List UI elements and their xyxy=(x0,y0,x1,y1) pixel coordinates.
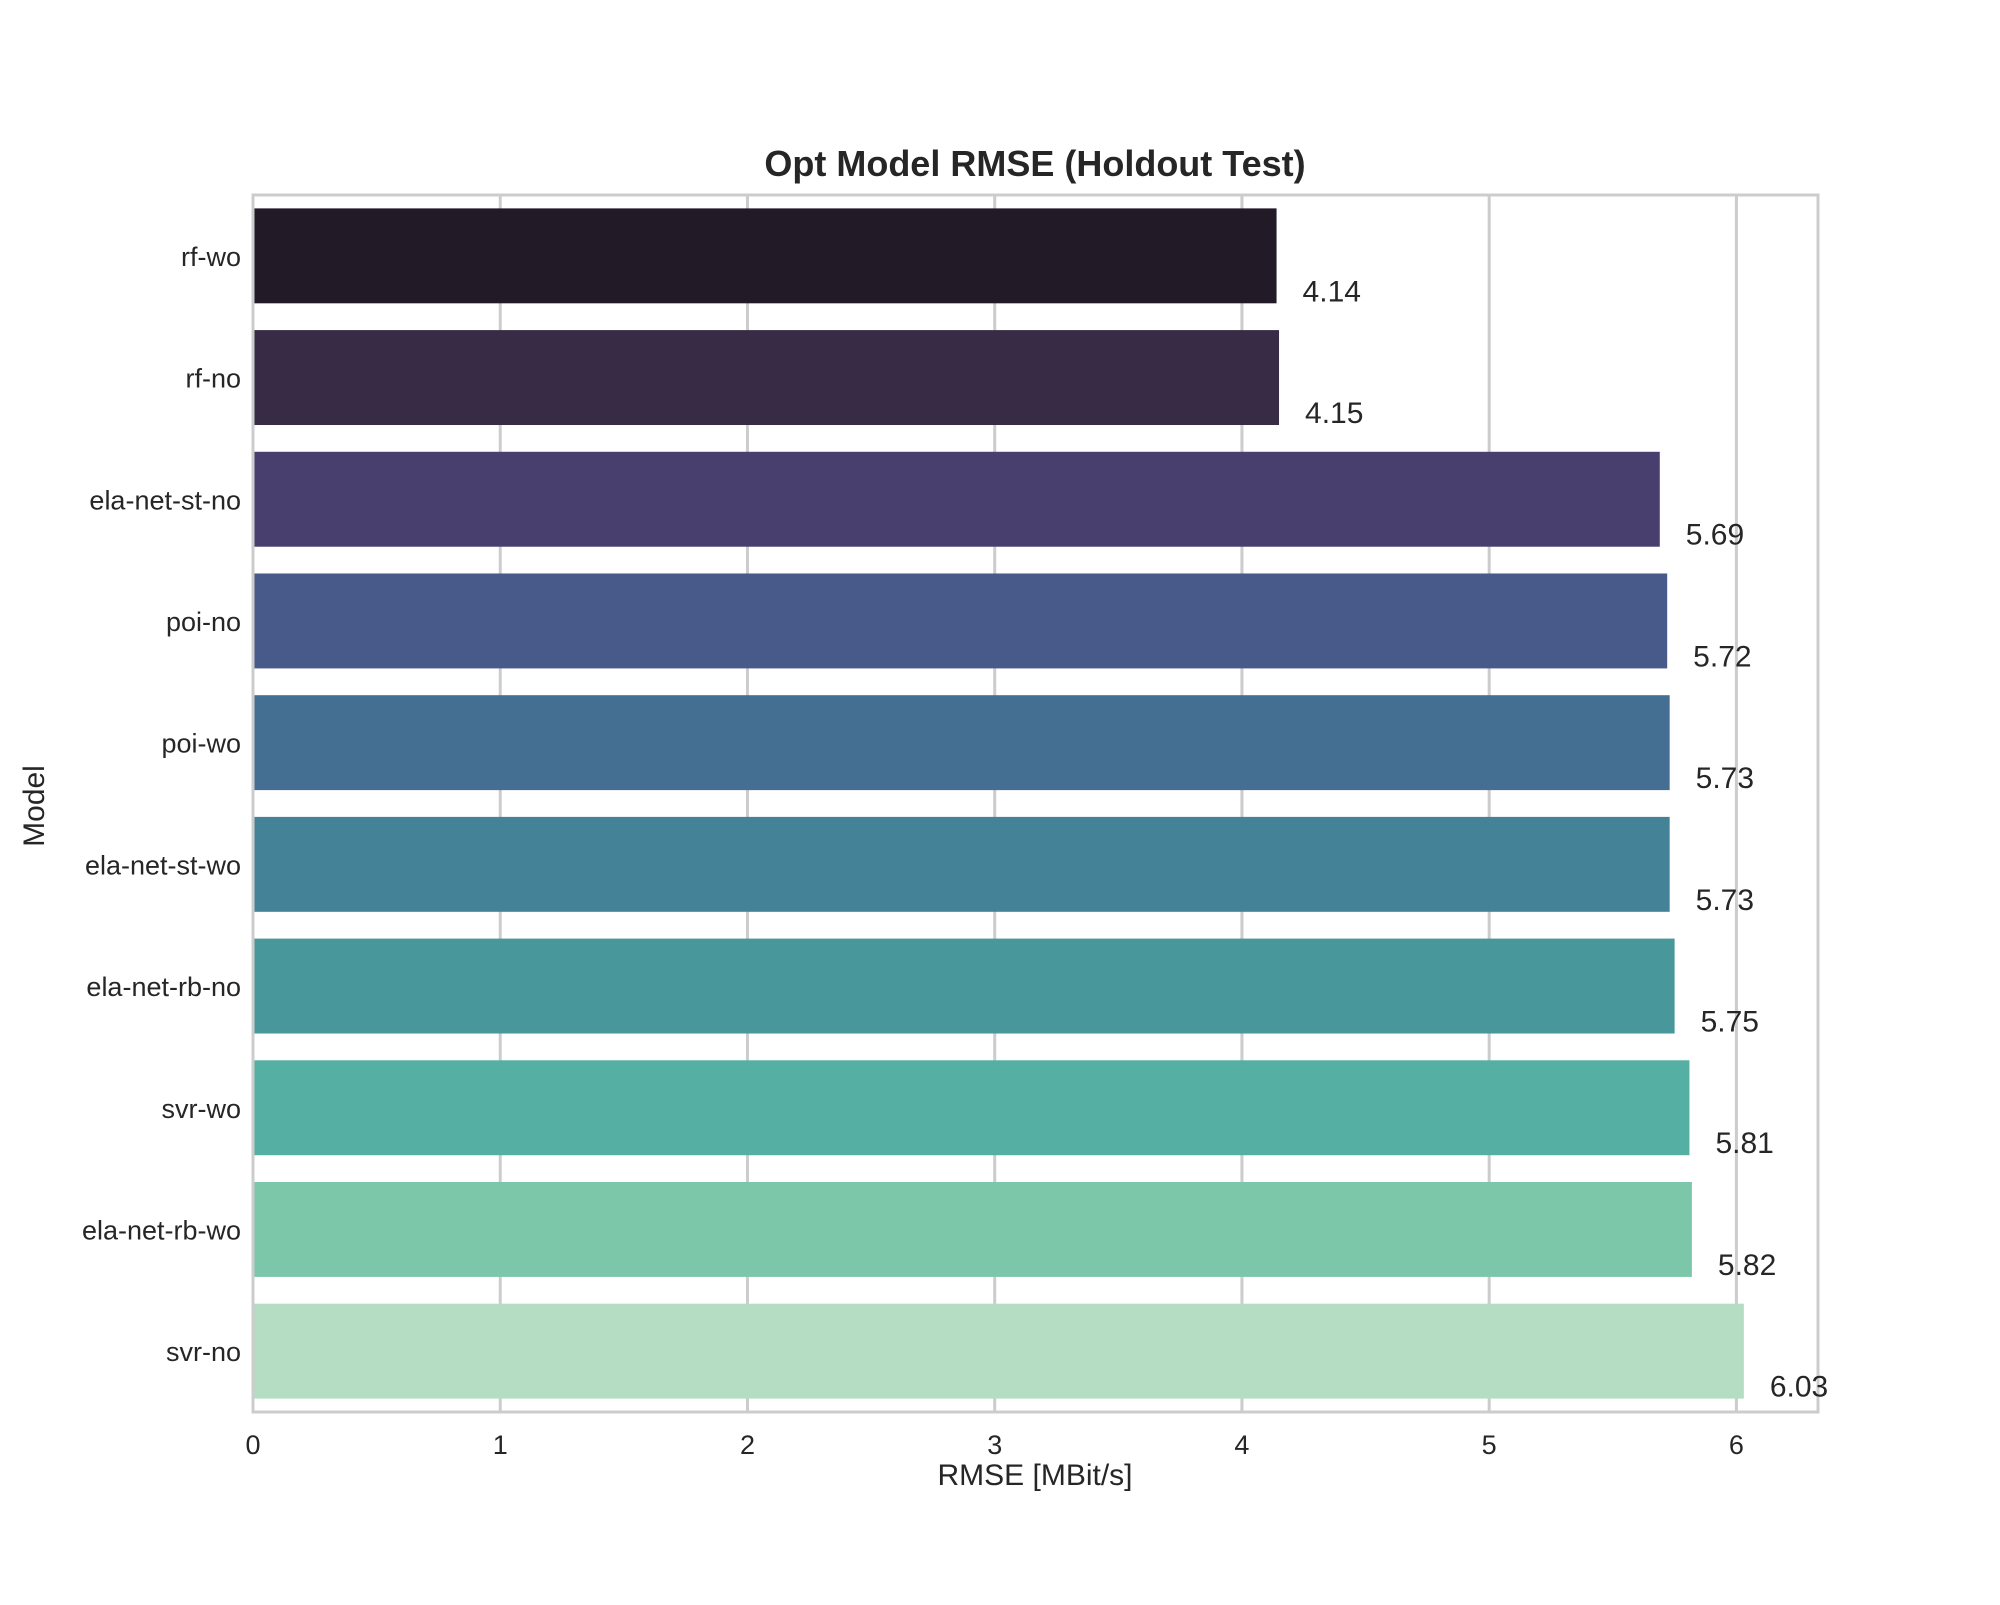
y-tick-label: poi-wo xyxy=(161,729,241,759)
bar xyxy=(253,451,1660,547)
data-label: 5.81 xyxy=(1715,1127,1773,1160)
data-label: 5.69 xyxy=(1686,519,1744,552)
x-tick-label: 3 xyxy=(987,1430,1002,1460)
data-label: 5.82 xyxy=(1718,1249,1776,1282)
x-tick-labels: 0 1 2 3 4 5 6 xyxy=(245,1430,1743,1460)
bar xyxy=(253,1060,1690,1156)
y-tick-labels: rf-wo rf-no ela-net-st-no poi-no poi-wo ela-n… xyxy=(82,242,241,1367)
y-tick-label: ela-net-st-no xyxy=(89,485,241,515)
data-label: 5.75 xyxy=(1701,1006,1759,1039)
y-tick-label: rf-wo xyxy=(181,242,241,272)
y-tick-label: svr-no xyxy=(166,1337,241,1367)
y-tick-label: ela-net-rb-no xyxy=(86,972,241,1002)
bar xyxy=(253,938,1675,1034)
x-tick-label: 2 xyxy=(740,1430,755,1460)
x-tick-label: 1 xyxy=(493,1430,508,1460)
y-tick-label: rf-no xyxy=(185,364,241,394)
bar xyxy=(253,816,1670,912)
bar xyxy=(253,208,1277,304)
y-tick-label: svr-wo xyxy=(162,1094,242,1124)
bar xyxy=(253,1303,1744,1399)
data-label: 4.14 xyxy=(1303,275,1361,308)
x-tick-label: 4 xyxy=(1234,1430,1249,1460)
data-label: 5.73 xyxy=(1696,762,1754,795)
bar xyxy=(253,330,1280,426)
bars xyxy=(253,208,1744,1399)
data-label: 5.72 xyxy=(1693,640,1751,673)
bar xyxy=(253,695,1670,791)
y-axis-label: Model xyxy=(18,765,51,847)
y-tick-label: ela-net-st-wo xyxy=(85,850,241,880)
chart-title: Opt Model RMSE (Holdout Test) xyxy=(764,143,1305,184)
y-tick-label: poi-no xyxy=(166,607,241,637)
data-label: 4.15 xyxy=(1305,397,1363,430)
x-tick-label: 0 xyxy=(245,1430,260,1460)
value-labels: 4.14 4.15 5.69 5.72 5.73 5.73 5.75 5.81 5.82 6.03 xyxy=(1303,275,1829,1403)
x-tick-label: 6 xyxy=(1729,1430,1744,1460)
x-tick-label: 5 xyxy=(1482,1430,1497,1460)
data-label: 6.03 xyxy=(1770,1371,1828,1404)
y-tick-label: ela-net-rb-wo xyxy=(82,1215,241,1245)
bar xyxy=(253,573,1668,669)
x-axis-label: RMSE [MBit/s] xyxy=(937,1459,1132,1492)
data-label: 5.73 xyxy=(1696,884,1754,917)
bar xyxy=(253,1181,1692,1277)
plot-frame xyxy=(251,193,1820,1414)
